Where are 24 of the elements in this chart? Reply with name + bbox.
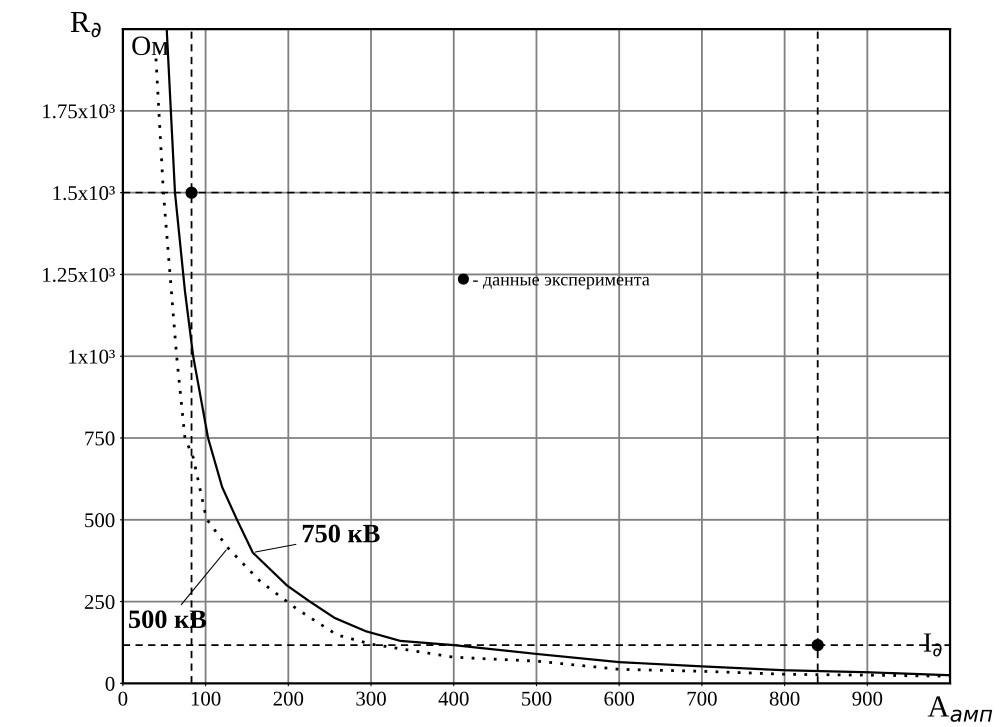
x-tick-label: 900	[852, 692, 882, 706]
y-tick-label: 1.75x10³	[43, 104, 115, 118]
y-tick-label: 1x10³	[69, 350, 115, 364]
x-tick-label: 0	[118, 692, 128, 706]
y-tick-label: 1.25x10³	[43, 268, 115, 282]
x-tick-label: 600	[604, 692, 634, 706]
x-axis-title: A$_{амп}$	[928, 696, 992, 722]
x-tick-label: 300	[356, 692, 386, 706]
y-axis-title: R$_{∂}$	[70, 12, 101, 38]
y-tick-label: 0	[106, 676, 114, 691]
x-tick-label: 400	[438, 692, 469, 706]
legend-label: - данные эксперимента	[473, 276, 650, 290]
x-tick-label: 500	[522, 692, 552, 706]
ref-line-label: I$_{∂}$	[924, 633, 942, 656]
y-tick-label: 500	[85, 513, 114, 528]
x-tick-label: 200	[274, 692, 304, 706]
x-tick-label: 100	[192, 692, 220, 706]
annotation: 750 кВ	[302, 524, 380, 542]
annotation: 500 кВ	[128, 610, 206, 628]
y-tick-label: 750	[85, 431, 114, 446]
y-tick-label: 1.5x10³	[54, 186, 115, 200]
x-tick-label: 800	[770, 692, 800, 706]
x-tick-label: 700	[688, 692, 717, 706]
y-tick-label: 250	[84, 594, 114, 610]
